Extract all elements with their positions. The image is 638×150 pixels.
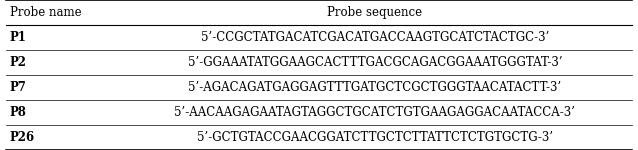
Text: Probe name: Probe name [10, 6, 81, 19]
Text: 5’-AGACAGATGAGGAGTTTGATGCTCGCTGGGTAACATACTT-3’: 5’-AGACAGATGAGGAGTTTGATGCTCGCTGGGTAACATA… [188, 81, 561, 94]
Text: P2: P2 [10, 56, 27, 69]
Text: P1: P1 [10, 31, 26, 44]
Text: P7: P7 [10, 81, 26, 94]
Text: P8: P8 [10, 106, 26, 119]
Text: P26: P26 [10, 131, 34, 144]
Text: 5’-GGAAATATGGAAGCACTTTGACGCAGACGGAAATGGGTAT-3’: 5’-GGAAATATGGAAGCACTTTGACGCAGACGGAAATGGG… [188, 56, 562, 69]
Text: 5’-CCGCTATGACATCGACATGACCAAGTGCATCTACTGC-3’: 5’-CCGCTATGACATCGACATGACCAAGTGCATCTACTGC… [200, 31, 549, 44]
Text: 5’-GCTGTACCGAACGGATCTTGCTCTTATTCTCTGTGCTG-3’: 5’-GCTGTACCGAACGGATCTTGCTCTTATTCTCTGTGCT… [197, 131, 553, 144]
Text: 5’-AACAAGAGAATAGTAGGCTGCATCTGTGAAGAGGACAATACCA-3’: 5’-AACAAGAGAATAGTAGGCTGCATCTGTGAAGAGGACA… [174, 106, 575, 119]
Text: Probe sequence: Probe sequence [327, 6, 422, 19]
